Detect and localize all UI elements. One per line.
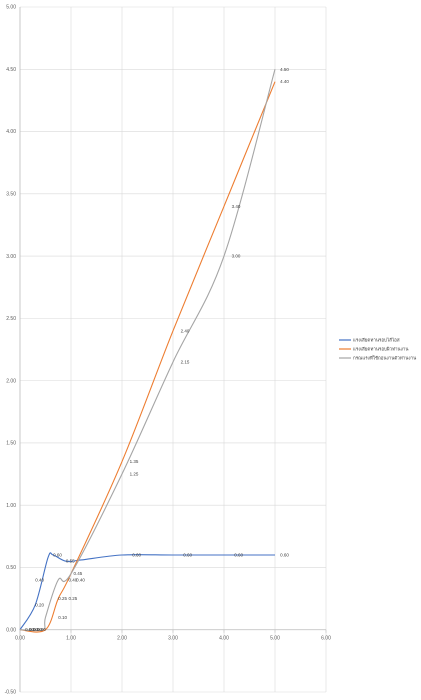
legend: แรงเสียดทานรอบไส้ไอสแรงเสียดทานรอบผิวท่า… — [339, 338, 416, 361]
series-line-3 — [19, 69, 276, 632]
x-tick-label: 4.00 — [219, 636, 229, 642]
data-label: 0.20 — [35, 602, 44, 607]
y-tick-label: 0.50 — [6, 565, 16, 571]
series-line-2 — [19, 81, 276, 633]
data-label: 0.60 — [183, 553, 192, 558]
data-label: 1.25 — [130, 472, 139, 477]
data-label: 3.00 — [232, 254, 241, 259]
axes: 0.00 1.00 2.00 3.00 4.00 5.00 6.00 -0.50 0.00 0.5… — [5, 5, 331, 696]
y-tick-label: 3.50 — [6, 192, 16, 198]
data-label: 3.40 — [232, 204, 241, 209]
series-group — [19, 69, 276, 633]
data-label: 0.25 — [68, 596, 77, 601]
data-label: 0.60 — [53, 553, 62, 558]
y-tick-label: -0.50 — [5, 690, 17, 696]
y-tick-label: 2.00 — [6, 378, 16, 384]
origin-data-label: 0.00 — [33, 627, 42, 632]
x-tick-label: 6.00 — [321, 636, 331, 642]
x-tick-label: 1.00 — [66, 636, 76, 642]
data-label: 0.60 — [234, 553, 243, 558]
y-tick-label: 1.50 — [6, 441, 16, 447]
data-label: 0.60 — [132, 553, 141, 558]
data-label: 0.40 — [76, 577, 85, 582]
legend-entry: แรงเสียดทานรอบไส้ไอส — [353, 338, 400, 343]
y-tick-label: 5.00 — [6, 5, 16, 11]
origin-data-label: 0.00 — [25, 627, 34, 632]
data-label: 2.40 — [181, 328, 190, 333]
y-tick-label: 4.50 — [6, 67, 16, 73]
data-label: 4.40 — [280, 79, 289, 84]
data-label: 0.55 — [66, 559, 75, 564]
x-tick-label: 5.00 — [270, 636, 280, 642]
y-tick-label: 1.00 — [6, 503, 16, 509]
origin-data-label: 0.00 — [37, 627, 46, 632]
x-tick-label: 0.00 — [15, 636, 25, 642]
y-tick-label: 0.00 — [6, 627, 16, 633]
data-label: 4.50 — [280, 67, 289, 72]
y-tick-label: 2.50 — [6, 316, 16, 322]
origin-data-label: 0.00 — [29, 627, 38, 632]
data-label: 0.45 — [74, 571, 83, 576]
y-tick-label: 4.00 — [6, 129, 16, 135]
data-label: 0.10 — [58, 615, 67, 620]
x-tick-label: 2.00 — [117, 636, 127, 642]
data-label: 0.25 — [58, 596, 67, 601]
data-labels: 0.20 0.60 0.55 0.60 0.60 0.60 0.60 0.25 0.45 1.35… — [25, 67, 289, 632]
data-label: 2.15 — [181, 359, 190, 364]
data-label: 1.35 — [130, 459, 139, 464]
data-label: 0.60 — [280, 553, 289, 558]
data-label: 0.40 — [68, 577, 77, 582]
y-tick-label: 3.00 — [6, 254, 16, 260]
legend-entry: แรงเสียดทานรอบผิวท่านงาน — [353, 347, 408, 352]
x-tick-label: 3.00 — [168, 636, 178, 642]
legend-entry: กรณแรงที่ใช้ถอนงานตัวท่านงาน — [353, 355, 416, 361]
data-label: 0.40 — [35, 577, 44, 582]
series-line-1 — [19, 552, 275, 631]
